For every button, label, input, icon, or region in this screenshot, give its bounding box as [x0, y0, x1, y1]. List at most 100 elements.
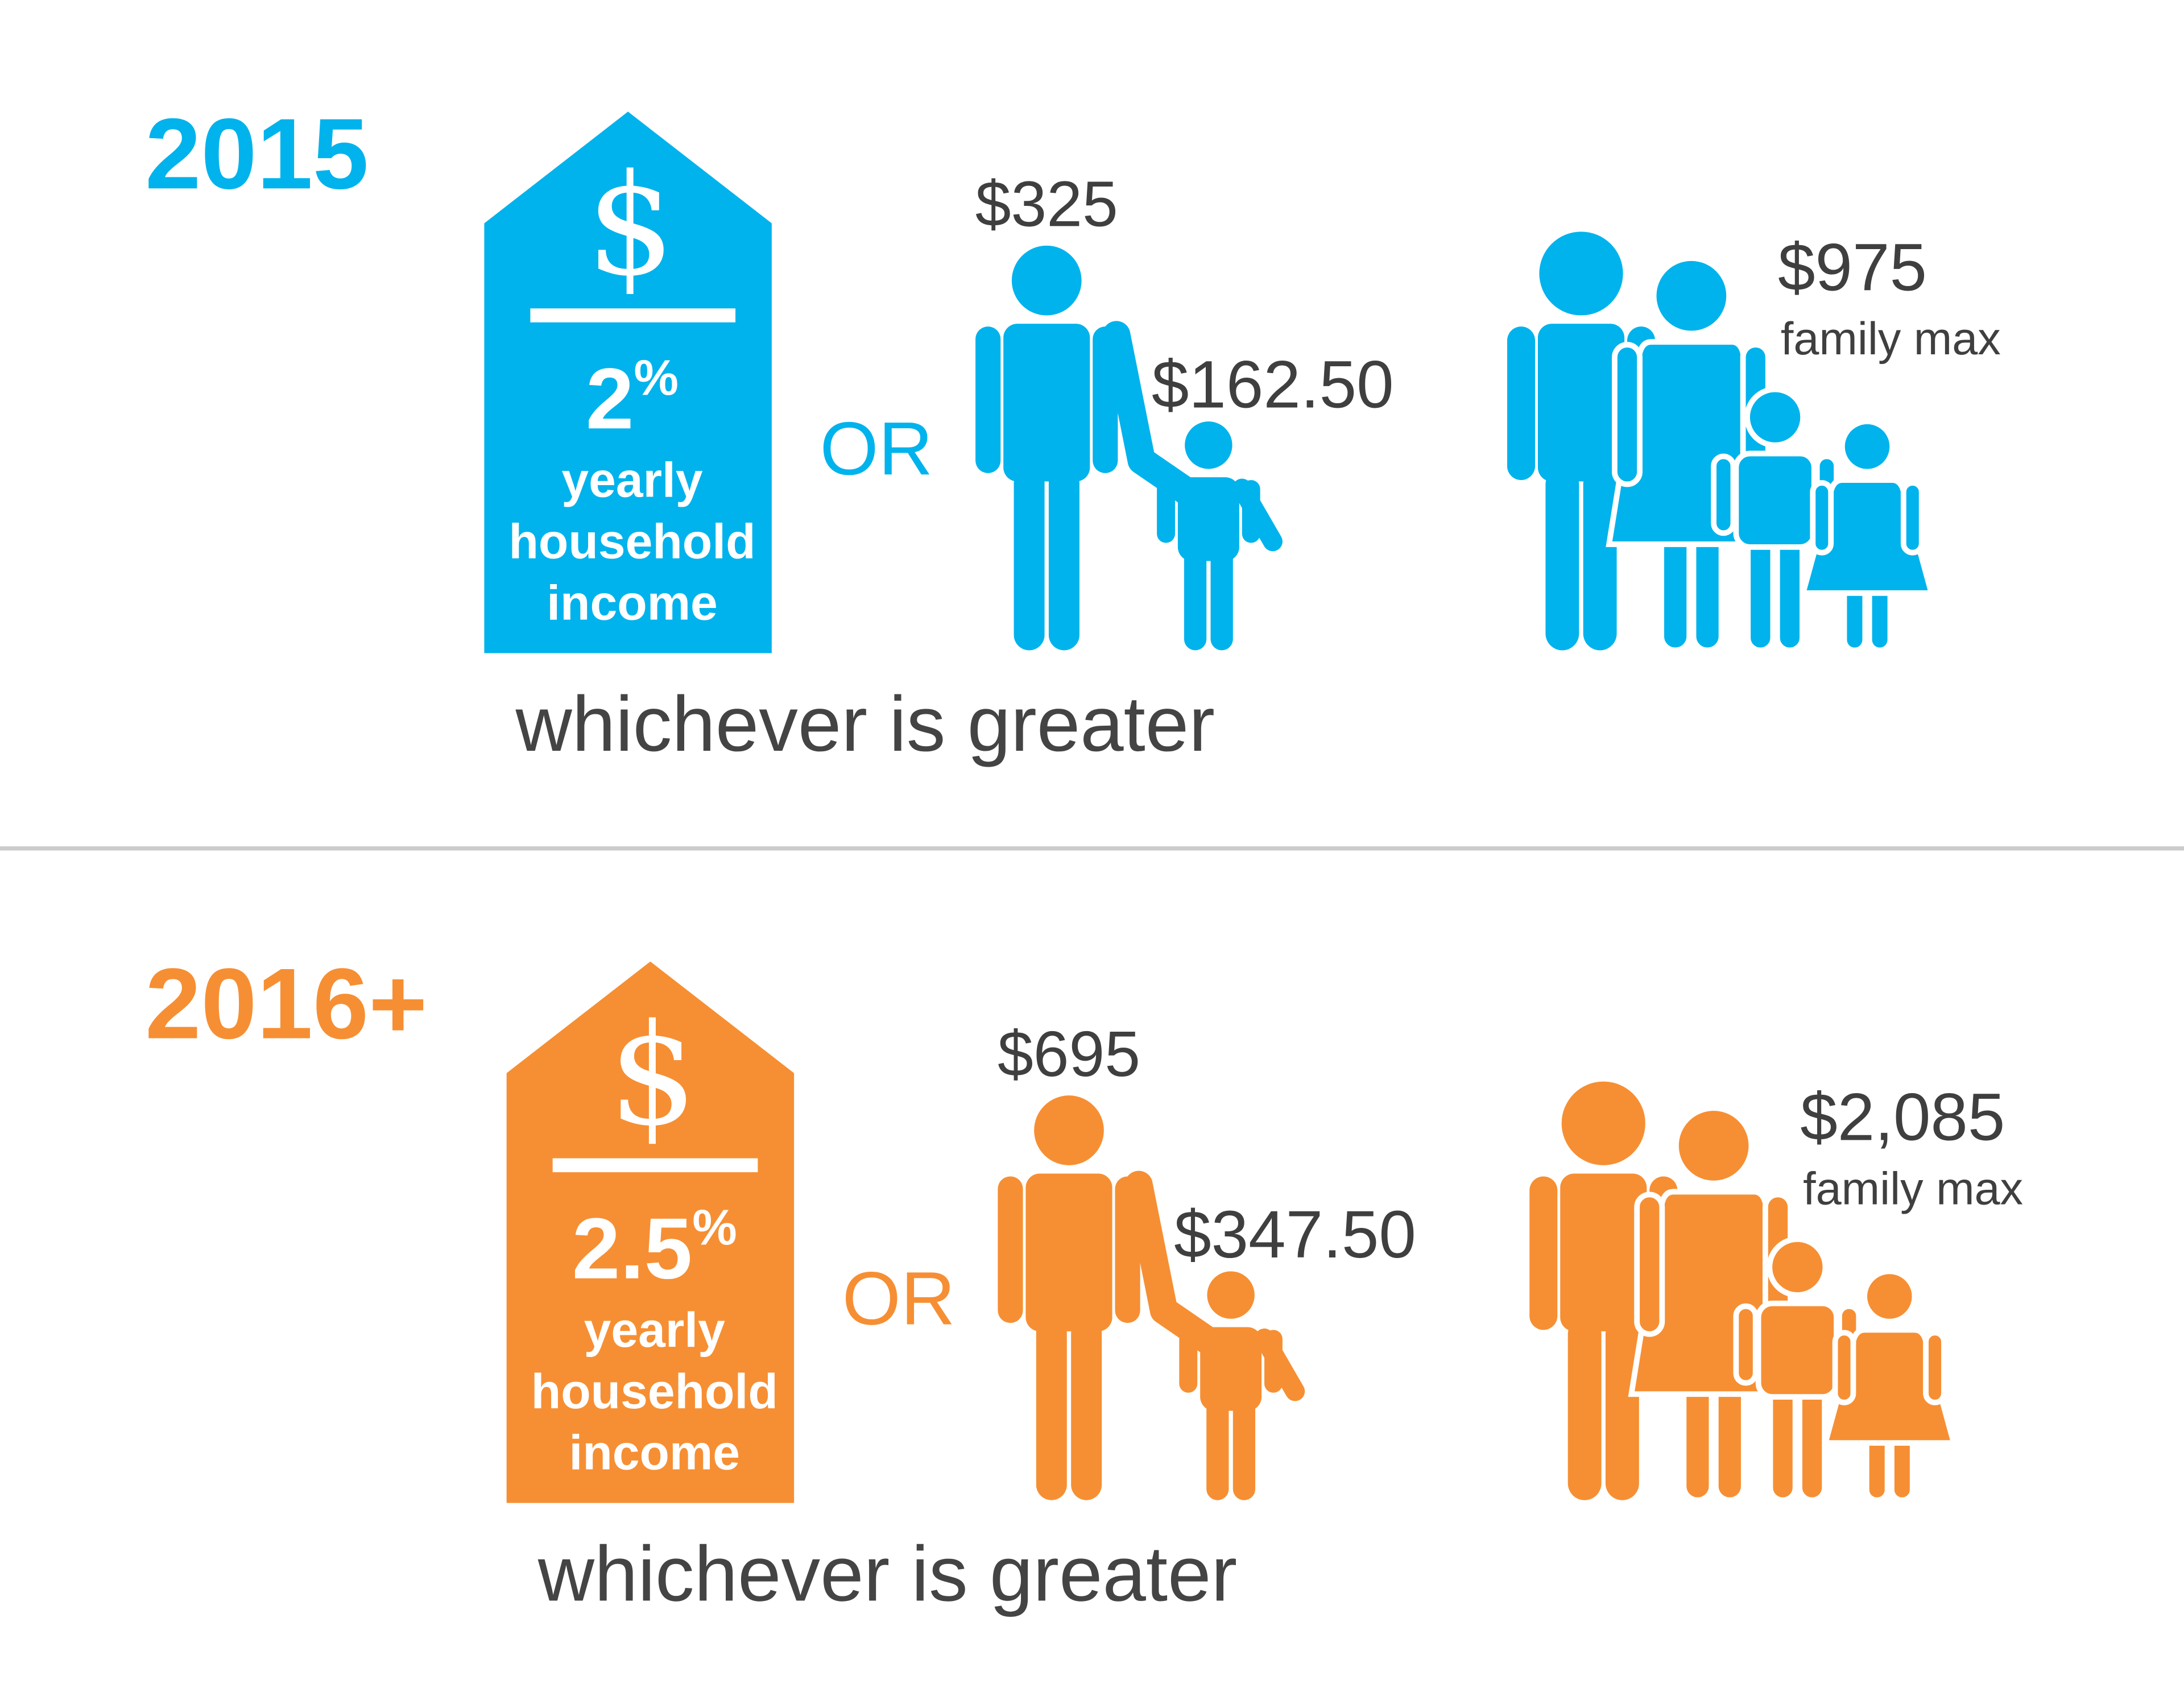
- arm: [1733, 1303, 1759, 1386]
- tag-line: income: [569, 1426, 740, 1480]
- section: 2016+ $2.5% yearly household income OR $695 $34…: [145, 948, 2023, 1618]
- footer: whichever is greater: [515, 681, 1215, 768]
- arm: [1093, 326, 1118, 473]
- head: [1744, 386, 1806, 448]
- tag-line: household: [531, 1364, 778, 1419]
- family-amount: $2,085: [1800, 1079, 2005, 1155]
- leg: [1690, 527, 1724, 653]
- leg: [1745, 530, 1776, 653]
- arm: [998, 1176, 1023, 1323]
- child-arm: [1232, 478, 1283, 552]
- tag-line: yearly: [561, 453, 703, 508]
- arm: [1179, 1330, 1198, 1393]
- family-girl: [1821, 1268, 1958, 1503]
- arm: [1711, 453, 1736, 536]
- leg: [1014, 467, 1045, 651]
- leg: [1210, 547, 1233, 651]
- holding-arm: [1102, 321, 1201, 506]
- tag-percent: 2.5%: [572, 1199, 737, 1297]
- arm: [1507, 326, 1536, 481]
- torso: [1200, 1327, 1262, 1411]
- tag-symbol: $: [586, 144, 675, 307]
- child-arm: [1254, 1328, 1305, 1401]
- torso: [1025, 1173, 1112, 1331]
- adult-figure: [975, 245, 1118, 651]
- child-figure: [1179, 1271, 1283, 1500]
- tag-rule: [530, 308, 736, 322]
- head: [1185, 421, 1232, 469]
- tag-symbol: $: [609, 994, 697, 1156]
- or-label: OR: [842, 1257, 956, 1341]
- arm: [1900, 480, 1925, 556]
- torso: [1003, 324, 1090, 482]
- percent-unit: %: [692, 1199, 737, 1256]
- head: [1673, 1105, 1755, 1186]
- head: [1011, 245, 1082, 316]
- head: [1539, 231, 1623, 316]
- holding-arm: [1124, 1170, 1223, 1355]
- tag-percent: 2%: [586, 349, 679, 447]
- leg: [1206, 1397, 1229, 1500]
- torso: [1537, 324, 1625, 482]
- percent-number: 2: [586, 350, 634, 447]
- adult-amount: $695: [998, 1018, 1140, 1090]
- head: [1767, 1236, 1829, 1298]
- leg: [1583, 467, 1617, 651]
- leg: [1658, 527, 1693, 653]
- head: [1651, 255, 1732, 337]
- leg: [1545, 467, 1579, 651]
- arm: [1157, 480, 1175, 543]
- torso: [1733, 450, 1817, 550]
- head: [1207, 1271, 1255, 1319]
- family-boy: [1733, 1236, 1862, 1503]
- leg: [1184, 547, 1207, 651]
- family-girl: [1799, 419, 1935, 653]
- torso: [1560, 1173, 1647, 1331]
- tag-rule: [552, 1158, 758, 1173]
- child-amount: $162.50: [1152, 346, 1394, 421]
- torso: [1177, 477, 1239, 561]
- tag-line: income: [547, 576, 718, 630]
- percent-unit: %: [634, 349, 679, 406]
- or-label: OR: [820, 407, 933, 491]
- leg: [1605, 1317, 1639, 1500]
- leg: [1036, 1317, 1067, 1500]
- arm: [1115, 1176, 1140, 1323]
- adult-figure: [998, 1095, 1140, 1500]
- leg: [1767, 1380, 1798, 1503]
- dress: [1821, 1327, 1958, 1446]
- leg: [1774, 530, 1805, 653]
- leg: [1713, 1377, 1747, 1503]
- arm: [1810, 480, 1834, 556]
- leg: [1232, 1397, 1256, 1500]
- head: [1862, 1268, 1918, 1325]
- child-amount: $347.50: [1174, 1197, 1416, 1272]
- arm: [1832, 1330, 1856, 1405]
- leg: [1071, 1317, 1102, 1500]
- leg: [1797, 1380, 1828, 1503]
- percent-number: 2.5: [572, 1201, 692, 1297]
- tag-line: household: [508, 514, 755, 569]
- head: [1034, 1095, 1104, 1165]
- price-tag: [484, 111, 772, 653]
- price-tag: [506, 961, 795, 1503]
- adult-amount: $325: [975, 168, 1118, 240]
- year: 2015: [145, 98, 369, 210]
- head: [1839, 419, 1896, 475]
- arm: [1923, 1330, 1947, 1405]
- arm: [1611, 342, 1643, 487]
- year: 2016+: [145, 948, 427, 1060]
- leg: [1681, 1377, 1715, 1503]
- head: [1561, 1081, 1645, 1165]
- footer: whichever is greater: [537, 1530, 1237, 1617]
- arm: [1529, 1176, 1558, 1330]
- leg: [1048, 467, 1079, 651]
- arm: [975, 326, 1001, 473]
- family-amount: $975: [1778, 229, 1927, 304]
- tag-line: yearly: [584, 1303, 726, 1358]
- leg: [1567, 1317, 1602, 1500]
- dress: [1799, 477, 1935, 596]
- family-note: family max: [1803, 1164, 2023, 1215]
